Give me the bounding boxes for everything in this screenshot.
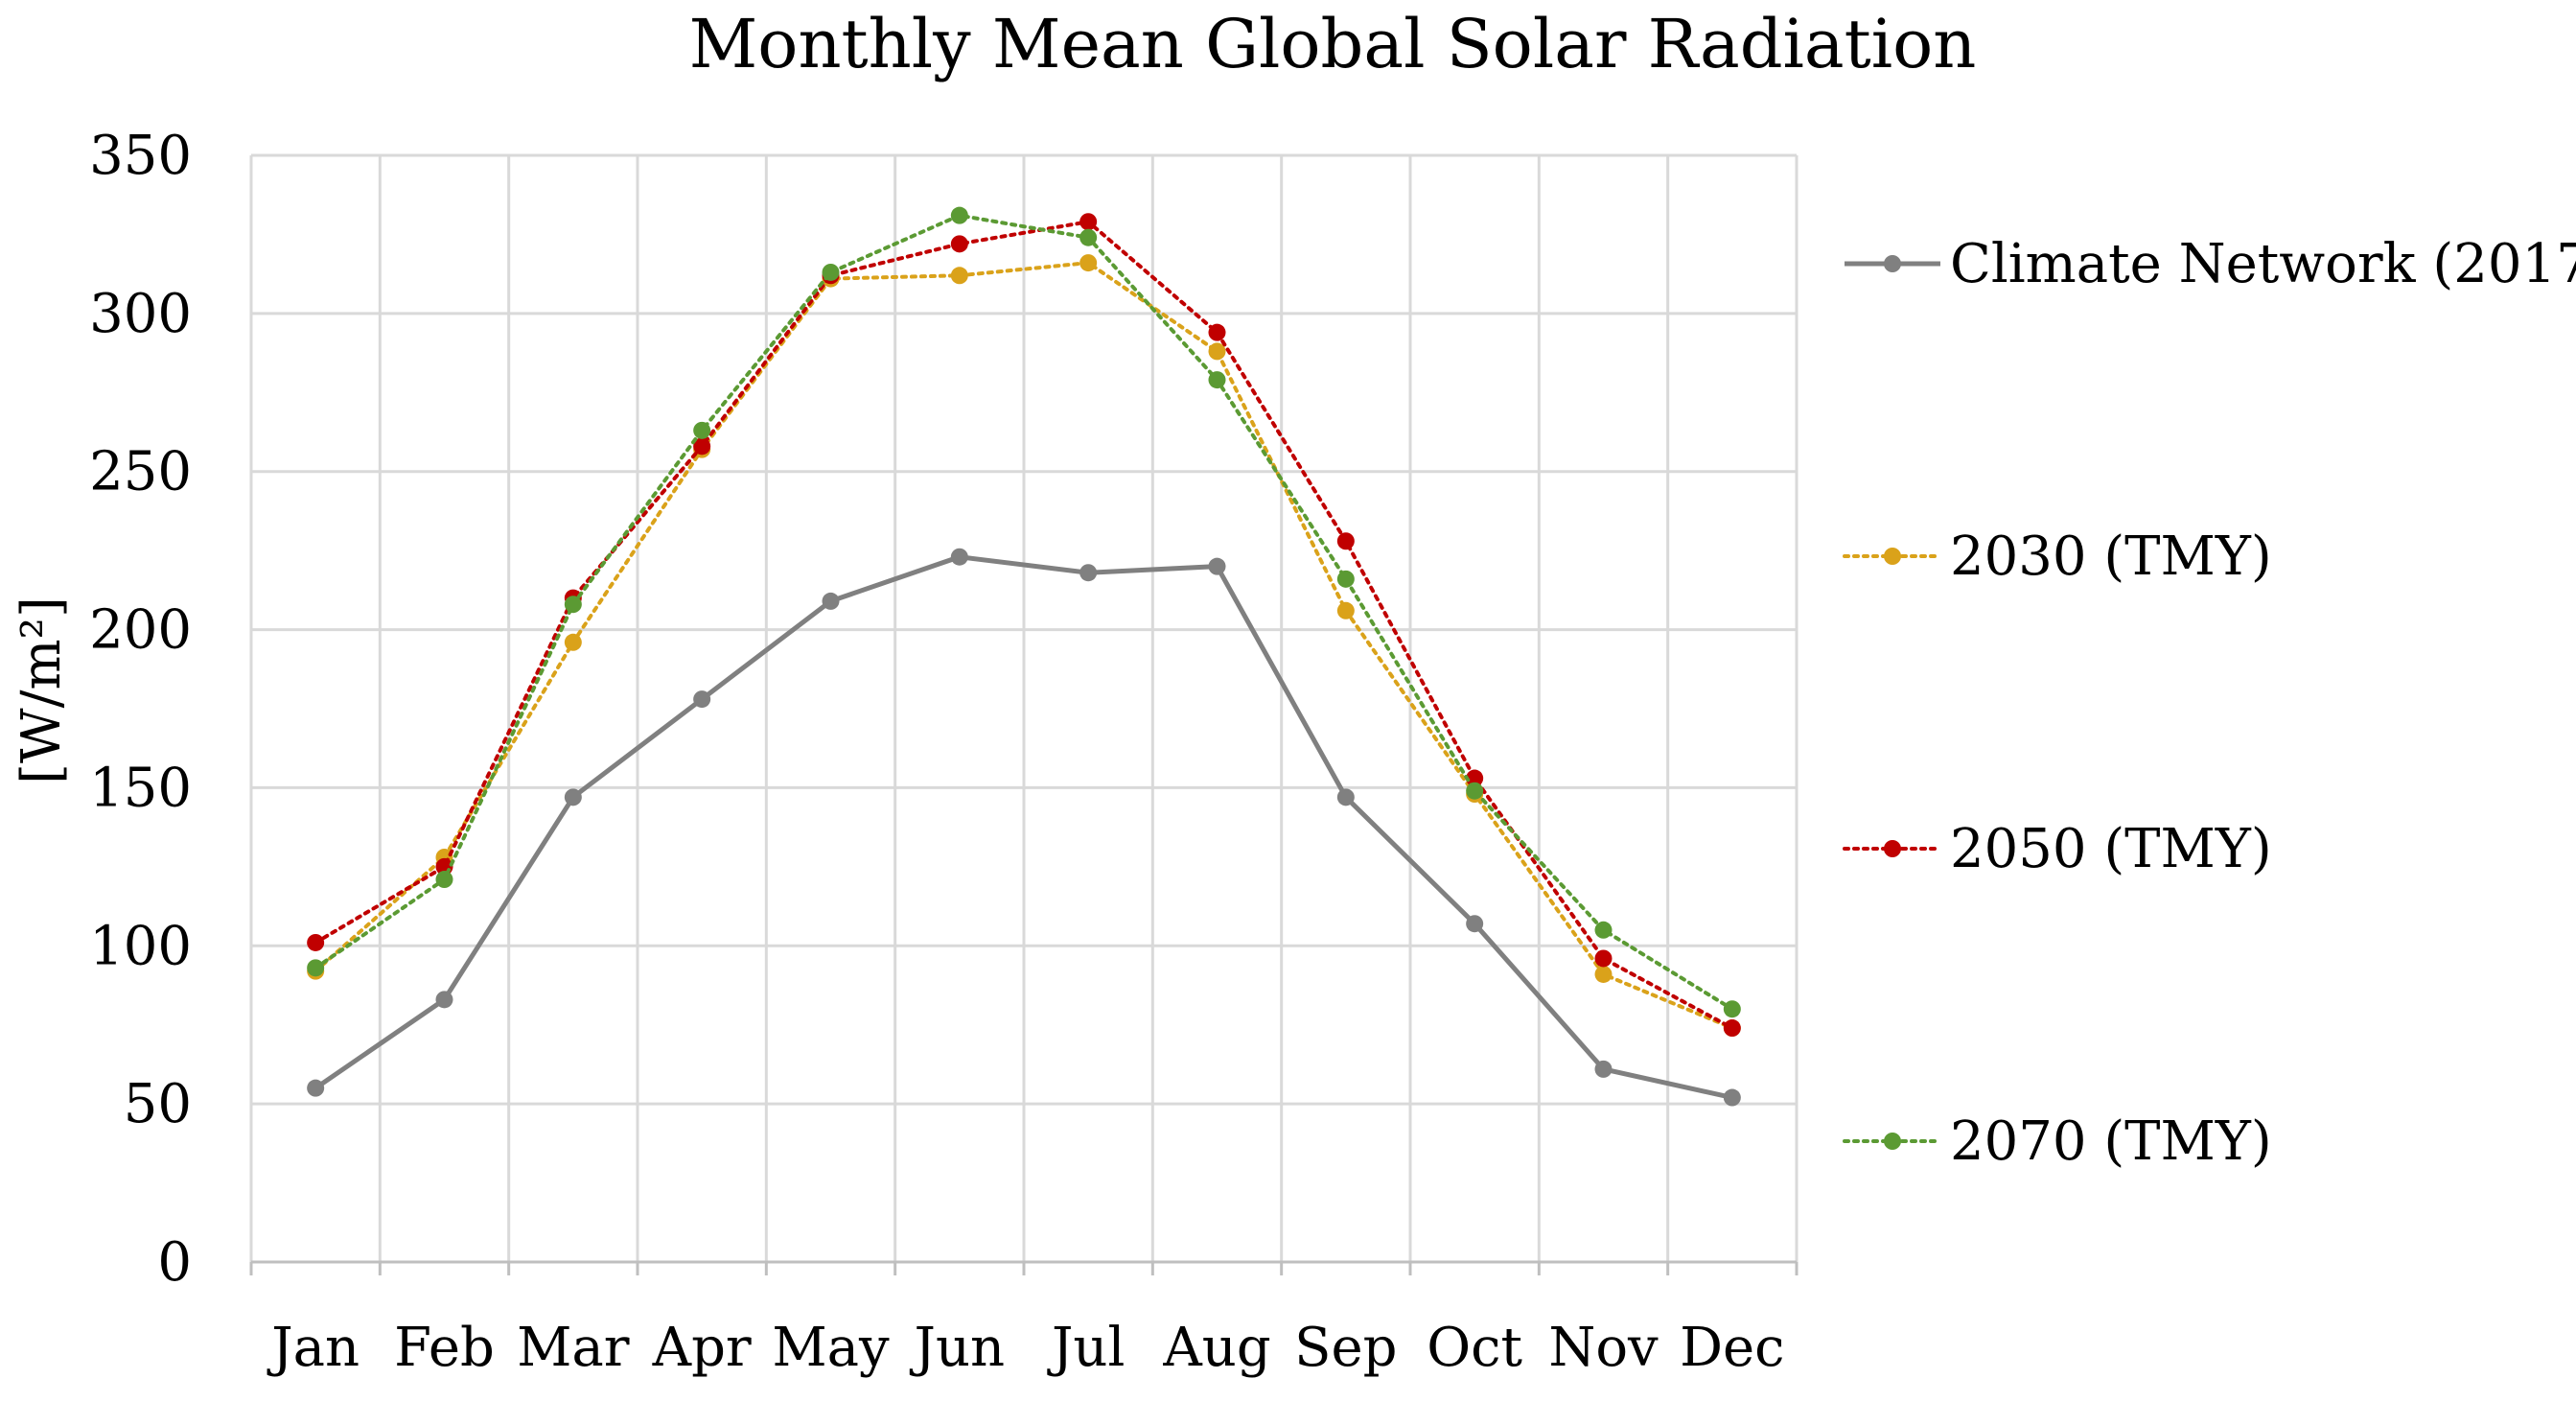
data-point [950, 267, 968, 285]
plot-area [307, 206, 1741, 1107]
y-tick-label: 200 [89, 599, 192, 662]
x-tick-label: Dec [1680, 1317, 1784, 1379]
legend-label: 2050 (TMY) [1950, 818, 2272, 880]
data-point [1336, 788, 1355, 806]
data-point [1336, 570, 1355, 588]
legend-item: 2050 (TMY) [1843, 818, 2272, 880]
series-line [313, 220, 1734, 1031]
series-0 [307, 548, 1741, 1107]
series-line [313, 554, 1733, 1100]
x-tick-label: Sep [1294, 1317, 1397, 1379]
legend-swatch-marker [1884, 840, 1901, 857]
data-point [1079, 213, 1098, 231]
data-point [1079, 564, 1098, 582]
data-point [1594, 921, 1613, 939]
data-point [564, 788, 582, 806]
y-tick-label: 50 [124, 1073, 192, 1135]
data-point [1594, 965, 1613, 983]
legend-item: 2070 (TMY) [1843, 1110, 2272, 1173]
data-point [307, 933, 325, 951]
x-tick-label: Mar [517, 1317, 630, 1379]
data-point [693, 690, 711, 709]
legend-label: 2030 (TMY) [1950, 526, 2272, 588]
data-point [1466, 782, 1484, 800]
legend-swatch-marker [1884, 548, 1901, 565]
y-tick-label: 250 [89, 441, 192, 503]
x-tick-label: Jun [910, 1317, 1006, 1379]
data-point [1079, 254, 1098, 272]
x-tick-label: Nov [1548, 1317, 1659, 1379]
x-tick-label: Aug [1162, 1317, 1270, 1379]
series-line [313, 213, 1734, 1012]
data-point [564, 633, 582, 651]
y-axis-label: [W/m²] [11, 596, 73, 784]
data-point [822, 592, 840, 610]
data-point [693, 421, 711, 439]
y-tick-label: 0 [157, 1231, 192, 1294]
data-point [435, 871, 453, 889]
legend: Climate Network (2017) 2030 (TMY) 2050 (TM… [1843, 233, 2576, 1173]
series-3 [307, 206, 1741, 1018]
data-point [1208, 323, 1226, 341]
data-point [950, 548, 968, 566]
axes: 0 50 100 150 200 250 300 350 Jan Feb Mar Apr May Jun J… [89, 125, 1799, 1379]
data-point [1079, 228, 1098, 246]
chart-title: Monthly Mean Global Solar Radiation [689, 5, 1977, 83]
data-point [1466, 915, 1484, 933]
data-point [564, 596, 582, 614]
x-tick-label: Feb [394, 1317, 495, 1379]
data-point [1208, 371, 1226, 389]
x-tick-label: Jul [1047, 1317, 1125, 1379]
legend-item: 2030 (TMY) [1843, 526, 2272, 588]
data-point [1208, 557, 1226, 575]
y-tick-label: 100 [89, 915, 192, 977]
legend-item: Climate Network (2017) [1845, 233, 2576, 295]
data-point [1336, 532, 1355, 550]
legend-swatch-marker [1884, 255, 1901, 272]
series-line [313, 261, 1734, 1031]
data-point [1594, 949, 1613, 968]
legend-swatch-marker [1884, 1133, 1901, 1150]
legend-label: 2070 (TMY) [1950, 1110, 2272, 1173]
data-point [435, 991, 453, 1009]
x-tick-label: Jan [267, 1317, 360, 1379]
data-point [693, 437, 711, 456]
x-tick-label: Apr [652, 1317, 752, 1379]
data-point [822, 263, 840, 281]
data-point [307, 959, 325, 977]
data-point [1208, 342, 1226, 361]
data-point [1336, 601, 1355, 619]
y-tick-label: 150 [89, 757, 192, 819]
y-tick-label: 350 [89, 125, 192, 187]
legend-label: Climate Network (2017) [1950, 233, 2576, 295]
data-point [950, 206, 968, 224]
data-point [950, 235, 968, 253]
x-tick-label: Oct [1427, 1317, 1522, 1379]
data-point [1594, 1060, 1613, 1078]
x-tick-label: May [772, 1317, 890, 1379]
y-tick-label: 300 [89, 283, 192, 345]
data-point [307, 1079, 325, 1097]
grid [249, 153, 1799, 1262]
data-point [1723, 1019, 1741, 1038]
data-point [1723, 1000, 1741, 1018]
data-point [1723, 1088, 1741, 1107]
data-point [1466, 769, 1484, 787]
